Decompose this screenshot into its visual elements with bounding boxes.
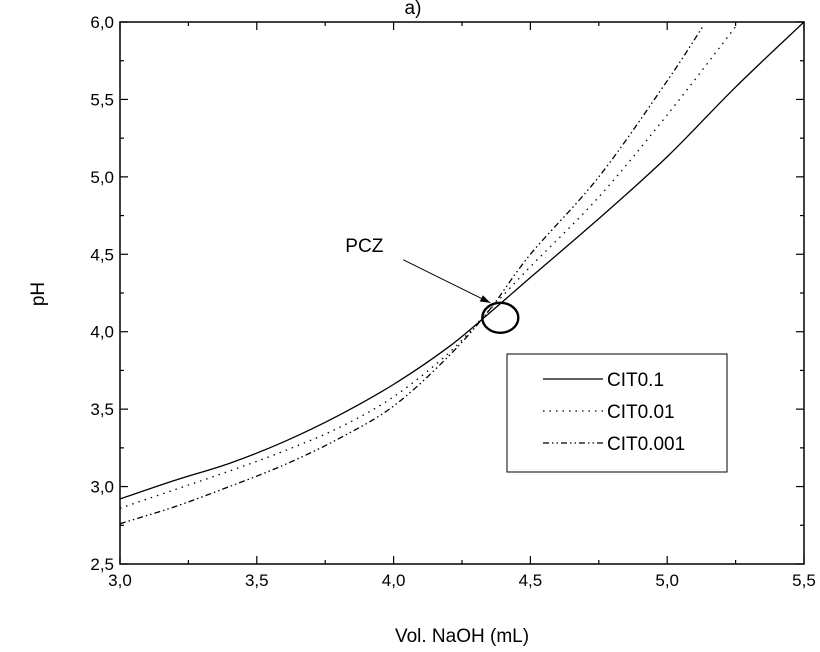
plot-area <box>120 22 804 525</box>
y-tick-label: 3,5 <box>90 400 114 419</box>
axes: 3,0 3,5 4,0 4,5 5,0 5,52,53,03,54,04,55,05,56… <box>90 13 815 590</box>
x-tick-label: 4,5 <box>519 571 543 590</box>
series-line-cit0-1 <box>120 22 804 500</box>
legend-label-cit0-1: CIT0.1 <box>607 370 664 391</box>
legend-label-cit0-01: CIT0.01 <box>607 402 675 423</box>
pcz-arrow-head <box>479 295 491 303</box>
pcz-arrow-line <box>403 259 491 304</box>
y-tick-label: 6,0 <box>90 13 114 32</box>
x-tick-label: 4,0 <box>382 571 406 590</box>
x-axis-title: Vol. NaOH (mL) <box>395 626 529 647</box>
x-tick-label: 3,0 <box>108 571 132 590</box>
chart-title: a) <box>405 0 422 19</box>
y-tick-label: 2,5 <box>90 555 114 574</box>
x-tick-label: 3,5 <box>245 571 269 590</box>
annotation-layer: PCZ <box>345 236 520 334</box>
legend-label-cit0-001: CIT0.001 <box>607 434 685 455</box>
plot-frame <box>119 21 805 565</box>
y-axis-title: pH <box>28 282 49 306</box>
y-tick-label: 5,5 <box>90 90 114 109</box>
legend-box <box>506 353 728 473</box>
x-tick-label: 5,5 <box>792 571 816 590</box>
pcz-annotation-label: PCZ <box>345 236 383 257</box>
pcz-circle-marker <box>481 301 520 334</box>
y-tick-label: 5,0 <box>90 168 114 187</box>
y-tick-label: 3,0 <box>90 478 114 497</box>
y-tick-label: 4,0 <box>90 323 114 342</box>
legend: CIT0.1 CIT0.01 CIT0.001 <box>506 353 728 473</box>
y-tick-label: 4,5 <box>90 245 114 264</box>
x-tick-label: 5,0 <box>655 571 679 590</box>
